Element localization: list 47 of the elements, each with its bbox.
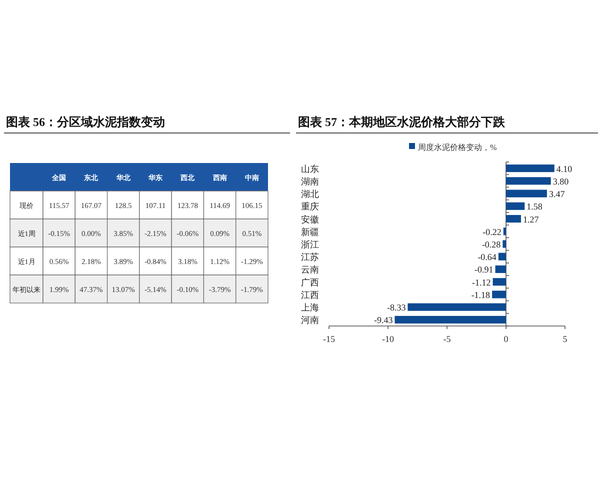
x-tick-label: -5 [443, 334, 452, 344]
bar [408, 303, 506, 311]
y-tick-label: 新疆 [301, 226, 319, 237]
data-label: -0.64 [478, 252, 497, 262]
data-label: -8.33 [386, 302, 406, 313]
data-label: 3.47 [548, 189, 566, 200]
y-tick-label: 江西 [301, 290, 319, 300]
bar [506, 164, 554, 172]
bar [394, 316, 506, 324]
y-tick-label: 广西 [301, 277, 319, 288]
data-label: 4.10 [556, 164, 573, 174]
data-label: -0.28 [482, 240, 502, 250]
data-label: 3.80 [552, 176, 570, 186]
data-label: -0.22 [482, 226, 502, 237]
y-tick-label: 上海 [301, 302, 319, 313]
data-label: 1.27 [522, 214, 540, 224]
bar [503, 228, 506, 236]
y-tick-label: 湖南 [301, 176, 319, 186]
bar [506, 202, 525, 210]
y-tick-label: 河南 [301, 315, 319, 326]
x-tick-label: 0 [504, 334, 509, 344]
y-tick-label: 湖北 [301, 189, 319, 200]
bar [506, 214, 521, 223]
bar [495, 265, 506, 274]
data-label: -0.91 [474, 264, 494, 275]
bar [506, 177, 551, 185]
y-tick-label: 安徽 [301, 214, 319, 224]
data-label: 1.58 [526, 202, 543, 212]
y-tick-label: 浙江 [301, 240, 319, 250]
y-tick-label: 江苏 [301, 252, 319, 262]
bar [498, 252, 506, 260]
x-tick-label: -15 [323, 334, 336, 344]
y-tick-label: 云南 [301, 264, 319, 275]
data-label: -1.18 [471, 290, 491, 300]
bar [506, 190, 547, 198]
y-tick-label: 山东 [301, 164, 319, 174]
x-tick-label: 5 [562, 334, 568, 344]
bar [492, 278, 506, 286]
data-label: -1.12 [472, 277, 491, 288]
chart-title: 图表 56：分区域水泥指数变动 [6, 115, 165, 129]
data-label: -9.43 [374, 315, 394, 326]
legend-label: 周度水泥价格变动，% [418, 143, 497, 152]
chart-title: 图表 57：本期地区水泥价格大部分下跌 [298, 115, 506, 129]
bar [502, 240, 506, 248]
y-tick-label: 重庆 [301, 202, 319, 212]
x-tick-label: -10 [382, 334, 394, 344]
bar [492, 290, 506, 298]
